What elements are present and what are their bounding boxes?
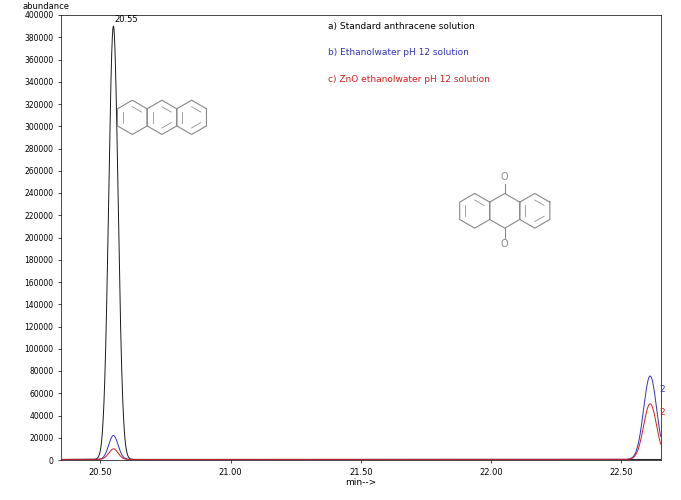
Text: 20.55: 20.55	[114, 15, 138, 24]
Text: b) Ethanolwater pH 12 solution: b) Ethanolwater pH 12 solution	[328, 48, 469, 58]
X-axis label: min-->: min-->	[345, 478, 377, 487]
Text: c) ZnO ethanolwater pH 12 solution: c) ZnO ethanolwater pH 12 solution	[328, 75, 490, 84]
Text: a) Standard anthracene solution: a) Standard anthracene solution	[328, 22, 475, 30]
Text: abundance: abundance	[22, 2, 69, 11]
Text: 2: 2	[659, 384, 665, 394]
Text: 2: 2	[659, 408, 665, 417]
